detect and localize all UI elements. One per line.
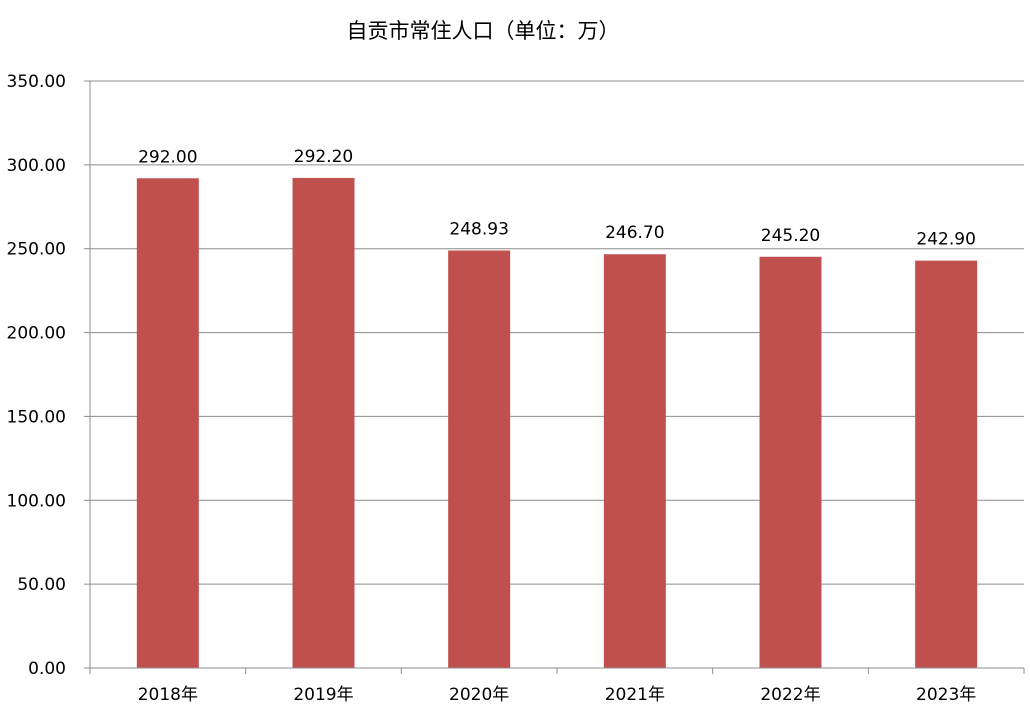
- x-tick-label: 2020年: [449, 685, 509, 705]
- axes: [84, 80, 1025, 674]
- data-label: 292.00: [138, 147, 197, 167]
- data-labels: 292.00 292.20 248.93 246.70 245.20 242.90: [138, 147, 976, 250]
- x-tick-label: 2022年: [760, 685, 820, 705]
- bar: [759, 256, 822, 668]
- y-tick-label: 250.00: [7, 240, 66, 260]
- bar: [915, 260, 978, 668]
- data-label: 248.93: [449, 220, 508, 240]
- y-axis-tick-labels: 0.00 50.00 100.00 150.00 200.00 250.00 300.00 3…: [7, 72, 66, 679]
- y-tick-label: 100.00: [7, 491, 66, 511]
- data-label: 292.20: [294, 147, 353, 167]
- y-tick-label: 350.00: [7, 72, 66, 92]
- x-tick-label: 2019年: [293, 685, 353, 705]
- y-tick-label: 200.00: [7, 324, 66, 344]
- data-label: 242.90: [916, 230, 975, 250]
- y-tick-label: 50.00: [17, 575, 66, 595]
- gridlines: [90, 80, 1024, 585]
- chart-title: 自贡市常住人口（单位：万）: [347, 19, 620, 43]
- data-label: 245.20: [761, 226, 820, 246]
- bars: [136, 177, 978, 669]
- data-label: 246.70: [605, 223, 664, 243]
- x-tick-label: 2023年: [916, 685, 976, 705]
- x-tick-label: 2018年: [138, 685, 198, 705]
- y-tick-label: 150.00: [7, 407, 66, 427]
- y-tick-label: 0.00: [28, 659, 66, 679]
- x-axis-tick-labels: 2018年 2019年 2020年 2021年 2022年 2023年: [138, 685, 977, 705]
- bar: [603, 254, 666, 669]
- bar: [448, 250, 511, 668]
- y-tick-label: 300.00: [7, 156, 66, 176]
- bar: [136, 178, 199, 668]
- bar: [292, 177, 355, 669]
- x-tick-label: 2021年: [605, 685, 665, 705]
